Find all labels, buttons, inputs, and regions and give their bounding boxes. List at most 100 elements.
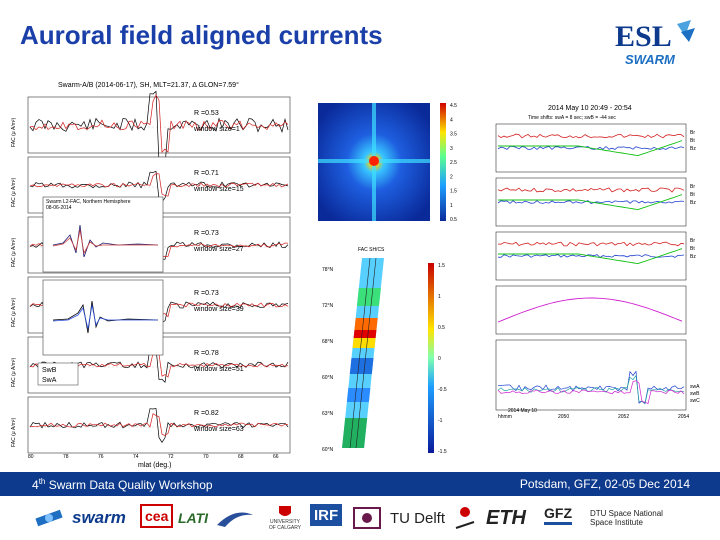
fac-panel-window: window size=39	[193, 306, 244, 313]
left-xtick: 78	[63, 454, 69, 460]
current-legend: swA	[690, 384, 700, 390]
inset-1: Swarm L2-FAC, Northern Hemisphere 08-06-…	[42, 196, 164, 273]
mag-panel-legend: Bz	[690, 254, 696, 260]
right-footer-row: 2014 May 10	[508, 408, 537, 414]
right-xtick: hhmm	[498, 414, 512, 420]
mag-series-red	[497, 241, 685, 247]
fac-map-lat-label: 60°N	[322, 375, 334, 381]
mag-series-blue	[497, 145, 685, 150]
mag-panel-legend: Bt	[690, 246, 695, 252]
middle-fac-map-figure: FAC SH/CS 78°N 72°N 68°N 60°N 63°N 60°N 1.5 1 0…	[300, 243, 460, 472]
left-fac-figure: Swarm-A/B (2014-06-17), SH, MLT=21.37, Δ…	[8, 75, 293, 472]
left-xtick: 74	[133, 454, 139, 460]
mag-panel: Br Bt Bz	[495, 123, 696, 173]
middle-spectrum-figure: 4.5 4 3.5 3 2.5 2 1.5 1 0.5	[300, 95, 470, 235]
esl-logo-text: ESL	[615, 20, 672, 53]
mag-series-blue	[497, 254, 685, 259]
fac-panel-window: window size=27	[193, 246, 244, 253]
logo-gfz: GFZ	[544, 504, 572, 525]
fac-map-cbar-tick: -0.5	[438, 387, 447, 393]
fac-map-title: FAC SH/CS	[358, 247, 385, 253]
satellite-icon	[32, 504, 66, 532]
current-legend: swC	[690, 398, 700, 404]
mag-panel-legend: Br	[690, 184, 695, 190]
fac-map-lat-label: 63°N	[322, 411, 334, 417]
esl-logo-subtext: SWARM	[625, 52, 676, 67]
mag-panel: Br Bt Bz	[495, 177, 696, 227]
partner-logos: swarm cea LATI UNIVERSITY OF CALGARY IRF…	[0, 496, 720, 540]
fac-map-cbar-tick: 1	[438, 294, 441, 300]
fac-map-lat-label: 72°N	[322, 303, 334, 309]
fac-map-lat-label: 60°N	[322, 447, 334, 453]
fac-map-lat-label: 78°N	[322, 267, 334, 273]
fac-map-cbar-tick: 0.5	[438, 325, 445, 331]
mag-series-magenta	[497, 297, 683, 323]
current-series-swb	[497, 374, 685, 405]
fac-panel-ylabel: FAC (μ A/m²)	[11, 417, 17, 447]
fac-map-cbar-tick: 1.5	[438, 263, 445, 269]
fac-panel-r: R =0.71	[194, 170, 219, 177]
mag-series-green	[498, 194, 683, 211]
mag-panel-legend: Br	[690, 238, 695, 244]
inset-1-date: 08-06-2014	[46, 205, 72, 211]
mag-panel: Br Bt Bz	[495, 231, 696, 281]
logo-swarm: swarm	[72, 508, 126, 527]
fac-panel-ylabel: FAC (μ A/m²)	[11, 237, 17, 267]
fac-panel: FAC (μ A/m²) R =0.82 window size=63	[11, 396, 291, 454]
spectrum-cbar-tick: 3	[450, 146, 453, 152]
logo-dtu-space: DTU Space National Space Institute	[590, 509, 663, 527]
mag-panel-legend: Bz	[690, 200, 696, 206]
spectrum-cbar-tick: 2.5	[450, 160, 457, 166]
current-legend: swB	[690, 391, 700, 397]
left-legend-swa: SwA	[42, 377, 57, 384]
spectrum-cbar-tick: 3.5	[450, 132, 457, 138]
fac-strip	[342, 258, 384, 448]
fac-map-cbar-tick: -1.5	[438, 449, 447, 455]
left-figure-title: Swarm-A/B (2014-06-17), SH, MLT=21.37, Δ…	[58, 81, 239, 89]
fac-panel-window: window size=1	[193, 126, 240, 133]
logo-tudelft: TU Delft	[390, 509, 446, 527]
fac-panel-r: R =0.78	[194, 350, 219, 357]
current-series-swa	[497, 370, 685, 404]
left-legend-box	[37, 362, 79, 386]
logo-irf: IRF	[310, 504, 343, 526]
footer-bar: 4th Swarm Data Quality Workshop Potsdam,…	[0, 472, 720, 496]
slide-title: Auroral field aligned currents	[20, 20, 383, 50]
mag-series-blue	[497, 200, 685, 204]
spectrum-colorbar	[440, 103, 446, 221]
fac-panel-window: window size=15	[193, 186, 244, 193]
right-magnetometer-figure: 2014 May 10 20:49 - 20:54 Time shifts: s…	[468, 100, 713, 472]
mag-panel-legend: Bt	[690, 138, 695, 144]
left-xtick: 68	[238, 454, 244, 460]
fac-series-swa	[29, 173, 289, 197]
fac-series-swa	[29, 94, 289, 154]
fac-panel-ylabel: FAC (μ A/m²)	[11, 117, 17, 147]
fac-series-swa	[29, 413, 289, 437]
logo-bird-icon	[215, 504, 255, 532]
right-xtick: 2054	[678, 414, 689, 420]
mag-panel	[495, 285, 687, 335]
fac-map-cbar-tick: -1	[438, 418, 443, 424]
fac-panel-r: R =0.73	[194, 230, 219, 237]
right-xtick: 2052	[618, 414, 629, 420]
inset-2	[42, 279, 164, 356]
logo-calgary: UNIVERSITY OF CALGARY	[266, 504, 304, 532]
fac-panel-ylabel: FAC (μ A/m²)	[11, 177, 17, 207]
left-xtick: 80	[28, 454, 34, 460]
left-xtick: 72	[168, 454, 174, 460]
fac-panel-ylabel: FAC (μ A/m²)	[11, 357, 17, 387]
fac-panel-window: window size=51	[193, 366, 244, 373]
fac-map-colorbar	[428, 263, 434, 453]
spectrum-cbar-tick: 1	[450, 203, 453, 209]
fac-map-lat-label: 68°N	[322, 339, 334, 345]
mag-panel-legend: Bt	[690, 192, 695, 198]
current-series-swc	[497, 380, 685, 405]
spectrum-cbar-tick: 4.5	[450, 103, 457, 109]
fac-panel-r: R =0.82	[194, 410, 219, 417]
left-xtick: 76	[98, 454, 104, 460]
spectrum-cbar-tick: 4	[450, 117, 453, 123]
mag-series-red	[497, 187, 685, 193]
right-figure-timeshift: Time shifts: swA = 8 sec; swB = -44 sec	[528, 115, 616, 121]
left-xlabel: mlat (deg.)	[138, 462, 171, 469]
